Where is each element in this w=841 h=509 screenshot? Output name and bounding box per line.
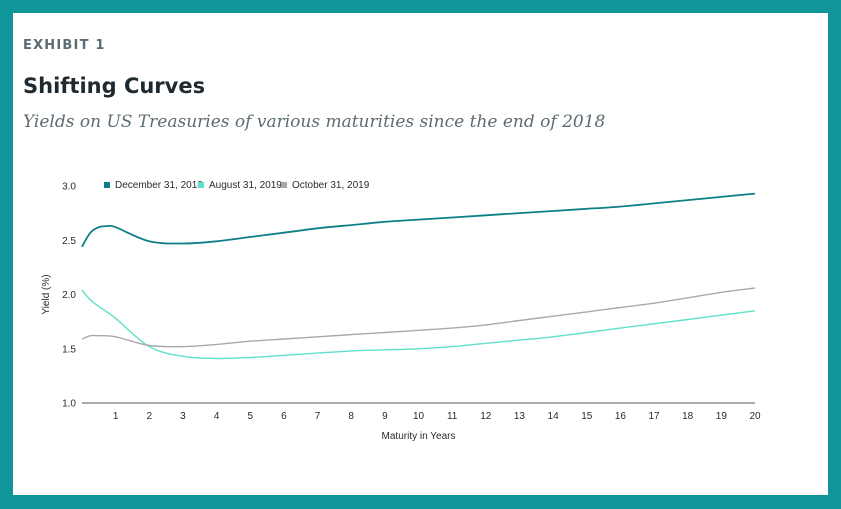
x-tick-label: 17 bbox=[648, 411, 660, 422]
x-tick-label: 14 bbox=[548, 411, 560, 422]
x-tick-label: 3 bbox=[180, 411, 186, 422]
series-line bbox=[81, 289, 756, 360]
series-line bbox=[81, 287, 756, 348]
legend-swatch bbox=[281, 182, 287, 188]
x-tick-label: 5 bbox=[247, 411, 253, 422]
chart-subtitle: Yields on US Treasuries of various matur… bbox=[23, 112, 606, 132]
x-tick-label: 13 bbox=[514, 411, 526, 422]
legend-label: October 31, 2019 bbox=[292, 180, 370, 191]
x-tick-label: 19 bbox=[716, 411, 728, 422]
chart-title: Shifting Curves bbox=[23, 74, 206, 98]
x-axis-ticks: 1 2 3 4 5 6 7 8 9 10 11 12 13 14 15 16 17 18 19 20 bbox=[113, 411, 761, 422]
legend-swatch bbox=[104, 182, 110, 188]
x-tick-label: 4 bbox=[214, 411, 220, 422]
chart-series bbox=[81, 192, 756, 360]
series-line bbox=[81, 192, 756, 248]
x-tick-label: 15 bbox=[581, 411, 593, 422]
yield-curve-chart: December 31, 2018 August 31, 2019 October … bbox=[41, 180, 761, 442]
legend-label: August 31, 2019 bbox=[209, 180, 282, 191]
y-tick-label: 2.0 bbox=[62, 290, 76, 301]
exhibit-card: EXHIBIT 1 Shifting Curves Yields on US T… bbox=[13, 13, 828, 495]
y-tick-label: 1.5 bbox=[62, 344, 76, 355]
x-tick-label: 8 bbox=[348, 411, 354, 422]
x-tick-label: 11 bbox=[447, 411, 458, 422]
y-tick-label: 1.0 bbox=[62, 399, 76, 410]
x-tick-label: 7 bbox=[315, 411, 321, 422]
y-tick-label: 2.5 bbox=[62, 236, 76, 247]
x-axis-label: Maturity in Years bbox=[382, 431, 456, 442]
legend-swatch bbox=[198, 182, 204, 188]
x-tick-label: 20 bbox=[749, 411, 761, 422]
y-axis-ticks: 1.0 1.5 2.0 2.5 3.0 bbox=[62, 182, 76, 410]
y-axis-label: Yield (%) bbox=[41, 274, 52, 314]
y-tick-label: 3.0 bbox=[62, 182, 76, 193]
x-tick-label: 18 bbox=[682, 411, 694, 422]
chart-legend: December 31, 2018 August 31, 2019 October … bbox=[104, 180, 370, 191]
x-tick-label: 9 bbox=[382, 411, 388, 422]
x-tick-label: 12 bbox=[480, 411, 492, 422]
legend-label: December 31, 2018 bbox=[115, 180, 203, 191]
x-tick-label: 6 bbox=[281, 411, 287, 422]
x-tick-label: 1 bbox=[113, 411, 119, 422]
x-tick-label: 16 bbox=[615, 411, 627, 422]
exhibit-label: EXHIBIT 1 bbox=[23, 38, 106, 53]
x-tick-label: 2 bbox=[147, 411, 153, 422]
x-tick-label: 10 bbox=[413, 411, 425, 422]
